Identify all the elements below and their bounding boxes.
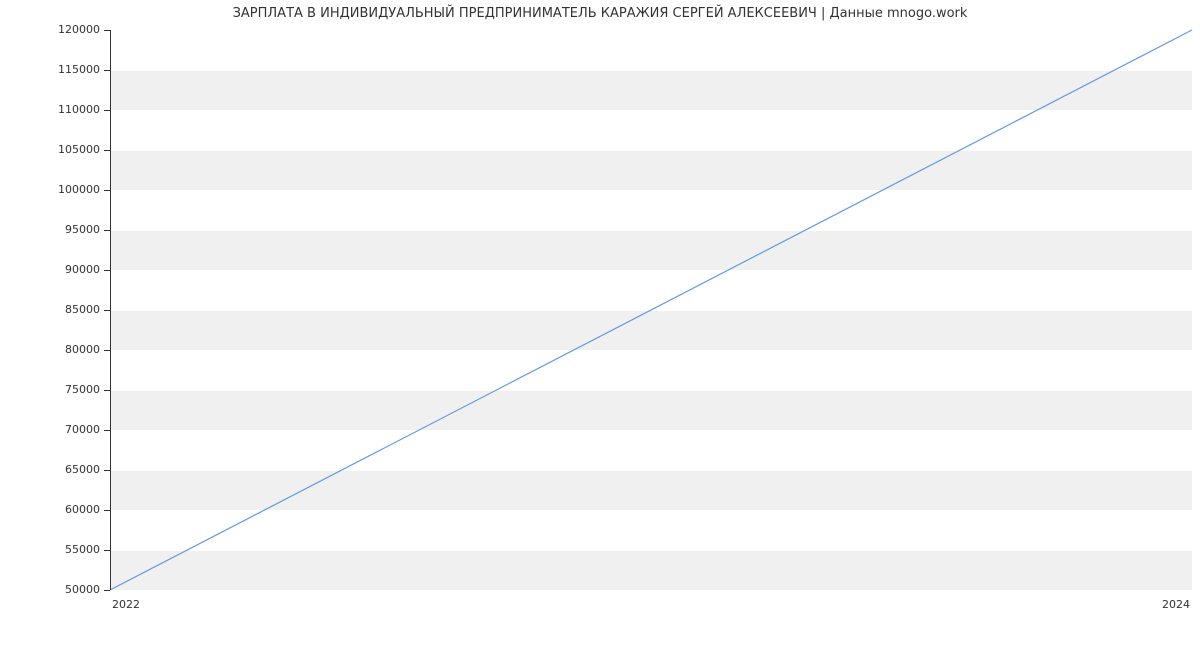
y-tick — [104, 270, 110, 271]
y-tick — [104, 430, 110, 431]
series-layer — [110, 30, 1192, 590]
y-tick-label: 105000 — [58, 144, 100, 155]
y-tick-label: 80000 — [65, 344, 100, 355]
y-tick-label: 85000 — [65, 304, 100, 315]
y-tick — [104, 550, 110, 551]
y-tick-label: 55000 — [65, 544, 100, 555]
y-tick — [104, 590, 110, 591]
y-tick-label: 50000 — [65, 584, 100, 595]
x-tick-label: 2022 — [112, 598, 140, 611]
y-tick-label: 100000 — [58, 184, 100, 195]
y-tick — [104, 190, 110, 191]
grid-line — [110, 590, 1192, 591]
y-tick-label: 75000 — [65, 384, 100, 395]
y-tick — [104, 30, 110, 31]
y-tick-label: 90000 — [65, 264, 100, 275]
y-tick — [104, 310, 110, 311]
salary-line-chart: ЗАРПЛАТА В ИНДИВИДУАЛЬНЫЙ ПРЕДПРИНИМАТЕЛ… — [0, 0, 1200, 650]
y-tick — [104, 150, 110, 151]
series-line-salary — [110, 30, 1192, 590]
y-tick-label: 110000 — [58, 104, 100, 115]
y-tick-label: 65000 — [65, 464, 100, 475]
y-tick-label: 115000 — [58, 64, 100, 75]
y-tick-label: 95000 — [65, 224, 100, 235]
y-tick — [104, 390, 110, 391]
y-tick — [104, 470, 110, 471]
y-tick-label: 60000 — [65, 504, 100, 515]
x-tick-label: 2024 — [1162, 598, 1190, 611]
y-tick — [104, 230, 110, 231]
y-tick — [104, 510, 110, 511]
y-tick-label: 120000 — [58, 24, 100, 35]
y-tick — [104, 70, 110, 71]
chart-title: ЗАРПЛАТА В ИНДИВИДУАЛЬНЫЙ ПРЕДПРИНИМАТЕЛ… — [0, 6, 1200, 21]
y-tick-label: 70000 — [65, 424, 100, 435]
y-tick — [104, 350, 110, 351]
plot-area — [110, 30, 1192, 590]
y-axis-line — [110, 30, 111, 590]
y-tick — [104, 110, 110, 111]
